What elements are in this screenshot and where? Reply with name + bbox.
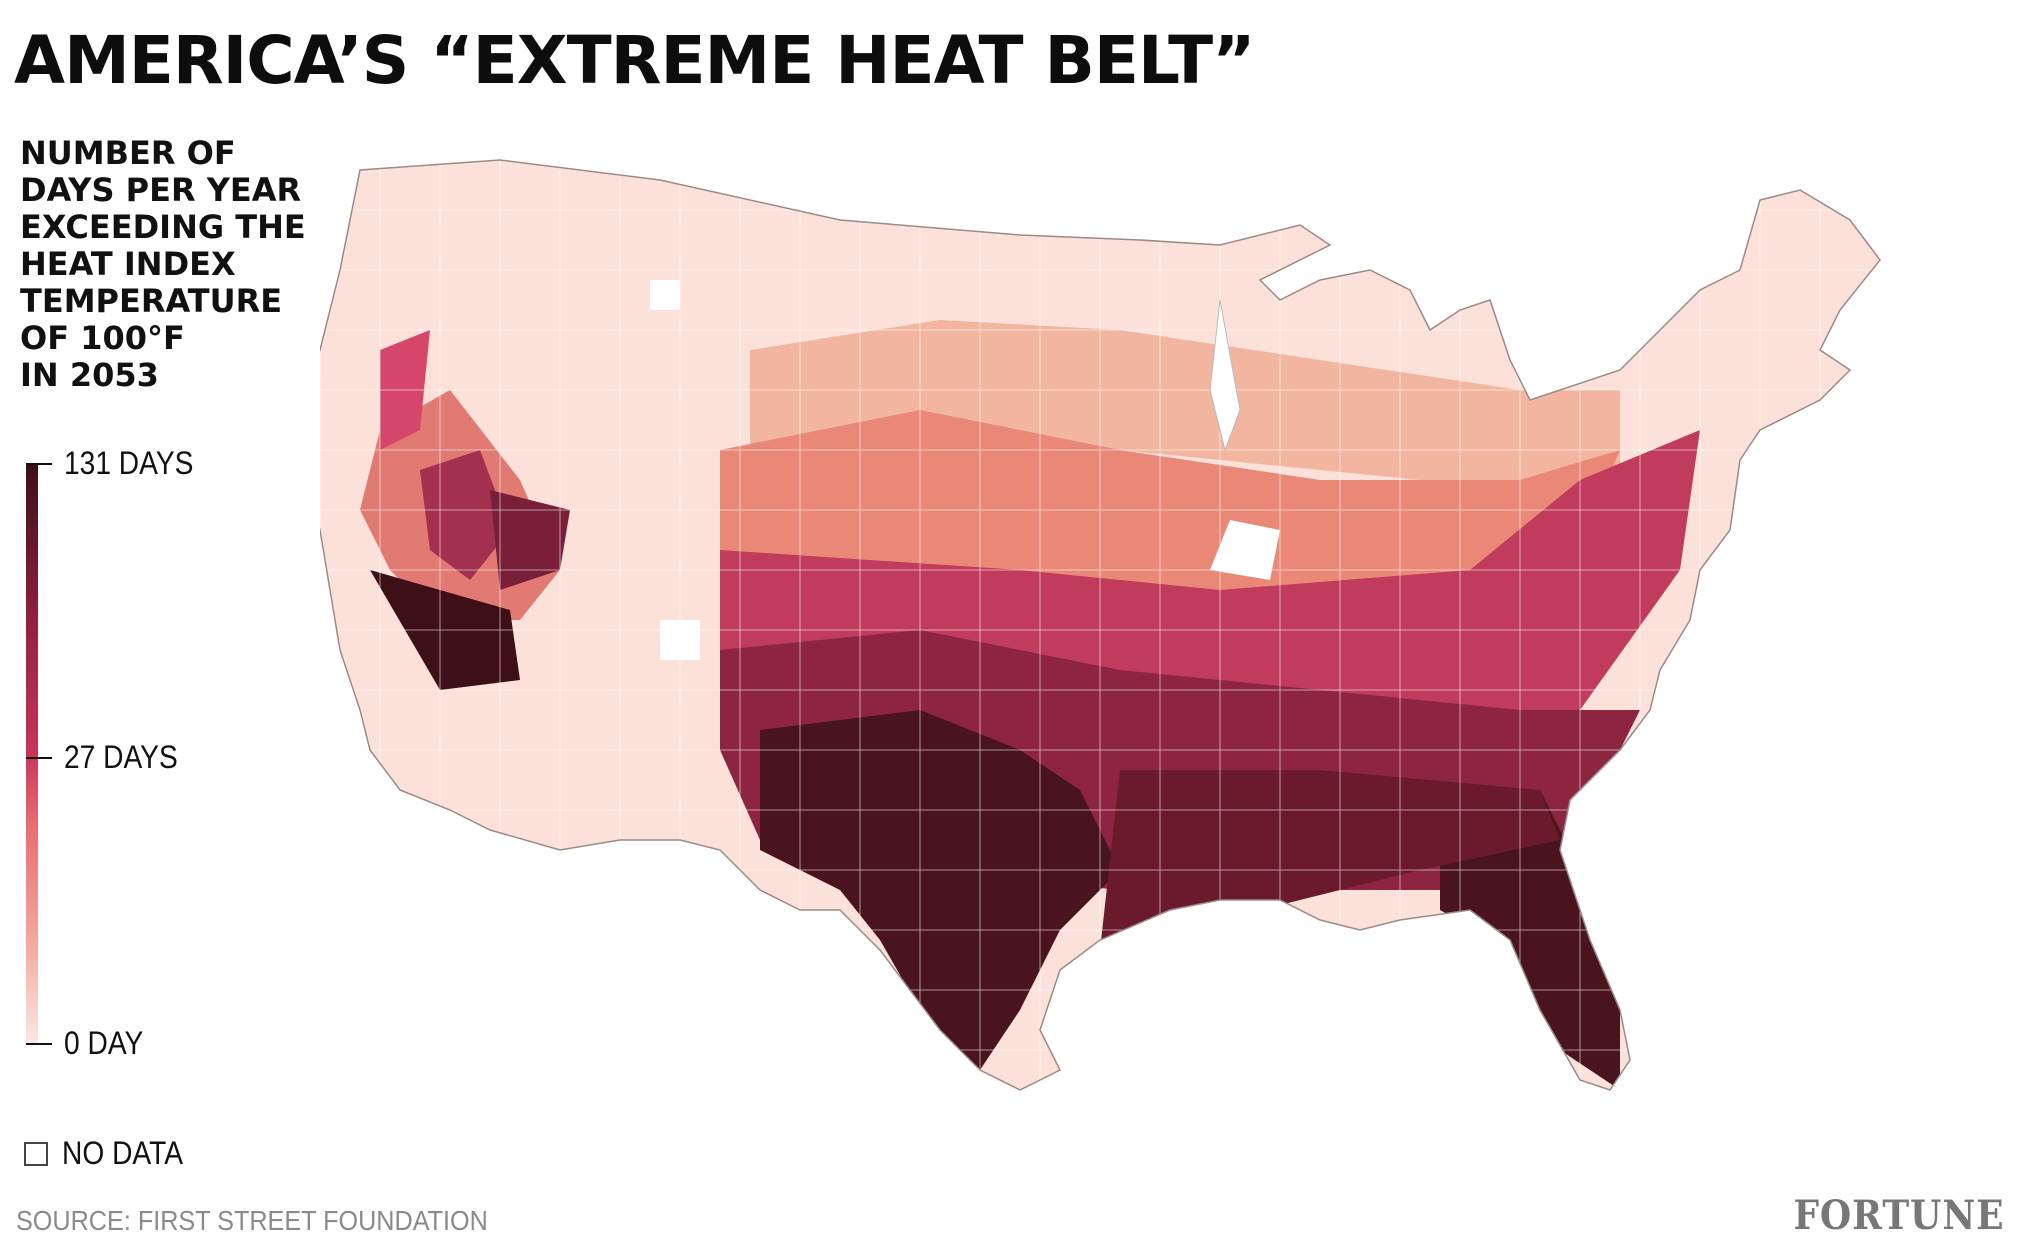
no-data-label: NO DATA [62, 1135, 183, 1171]
no-data-area-kentucky [1210, 520, 1280, 580]
no-data-swatch [24, 1141, 48, 1166]
lake-michigan [1209, 299, 1241, 452]
legend-max-label: 131 DAYS [64, 445, 194, 481]
legend-mid-label: 27 DAYS [64, 739, 178, 775]
legend-tick-min [26, 1043, 52, 1045]
no-data-area-dakotas [650, 280, 680, 310]
us-outline [320, 159, 1881, 1091]
region-texas [760, 710, 1120, 1070]
source-note: SOURCE: FIRST STREET FOUNDATION [16, 1205, 488, 1236]
color-legend: 131 DAYS 27 DAYS 0 DAY [20, 445, 320, 1061]
region-midwest-light [750, 320, 1620, 490]
legend-gradient-bar [26, 463, 38, 1043]
legend-tick-max [26, 463, 52, 465]
no-data-legend: NO DATA [24, 1135, 199, 1172]
region-lower-colorado [490, 490, 570, 590]
us-heat-map [320, 159, 1881, 1091]
legend-tick-mid [26, 757, 52, 759]
fortune-logo: FORTUNE [1792, 1192, 2004, 1239]
legend-title: NUMBER OF DAYS PER YEAR EXCEEDING THE HE… [20, 134, 306, 394]
chart-title: AMERICA’S “EXTREME HEAT BELT” [14, 22, 1255, 99]
region-central-valley [420, 450, 510, 580]
legend-min-label: 0 DAY [64, 1025, 144, 1061]
